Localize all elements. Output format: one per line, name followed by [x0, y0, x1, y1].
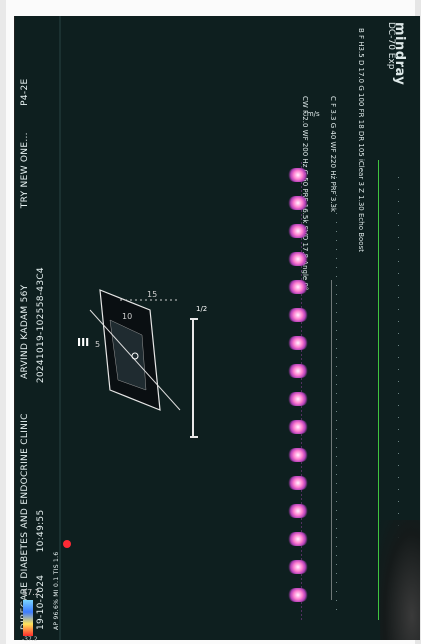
- header-rotated: DIBECARE DIABETES AND ENDOCRINE CLINIC A…: [17, 79, 65, 630]
- cw-param-2: WF 200 Hz: [301, 129, 309, 168]
- doppler-blip: [288, 476, 308, 490]
- c-param-2: G 40: [329, 122, 337, 140]
- spectrum-trace: [301, 160, 302, 620]
- dotted-guide-2: [398, 170, 399, 610]
- cw-param-6: Angle 0°: [301, 260, 309, 291]
- cw-param-5: SVD 17.8: [301, 225, 309, 259]
- mode-c-label: C: [329, 96, 337, 101]
- exam-id: 20241019-102558-43C4: [36, 267, 46, 384]
- probe-note: TRY NEW ONE...: [20, 132, 30, 209]
- c-param-1: F 3.3: [329, 103, 337, 121]
- b-param-5: DR 105: [357, 130, 365, 157]
- doppler-blip: [288, 280, 308, 294]
- patient-name: ARVIND KADAM 56Y: [20, 284, 30, 379]
- record-indicator-icon: [63, 540, 71, 548]
- c-param-3: WF 220 Hz: [329, 141, 337, 180]
- ecg-line: [331, 280, 332, 600]
- params-column: B F H3.5 D 17.0 G 100 FR 18 DR 105 iClea…: [356, 28, 365, 252]
- b-param-7: Z 1.30: [357, 188, 365, 211]
- depth-tick-10: 10: [122, 312, 133, 321]
- doppler-blip: [288, 532, 308, 546]
- exam-date: 19-10-2024: [36, 574, 46, 630]
- velocity-units: cm/s: [303, 110, 320, 118]
- doppler-blip: [288, 168, 308, 182]
- doppler-blip: [288, 224, 308, 238]
- header-row-3: AP 96.6% MI 0.1 TIS 1.6: [49, 79, 65, 631]
- doppler-baseline[interactable]: [378, 160, 379, 620]
- clinic-name: DIBECARE DIABETES AND ENDOCRINE CLINIC: [20, 413, 30, 630]
- doppler-blip: [288, 560, 308, 574]
- b-param-2: D 17.0: [357, 59, 365, 84]
- sample-gate[interactable]: [131, 352, 139, 360]
- header-divider: [59, 16, 61, 640]
- ultrasound-screen: [14, 16, 420, 640]
- cw-param-1: F 2.0: [301, 110, 309, 128]
- probe-model: P4-2E: [20, 78, 30, 106]
- doppler-blip: [288, 504, 308, 518]
- doppler-blip: [288, 420, 308, 434]
- sector-image: [109, 319, 147, 391]
- doppler-blip: [288, 448, 308, 462]
- menu-icon[interactable]: III: [77, 336, 90, 349]
- b-param-1: F H3.5: [357, 35, 365, 58]
- b-param-4: FR 18: [357, 108, 365, 129]
- exam-time: 10:49:55: [36, 509, 46, 553]
- caliper[interactable]: [190, 318, 198, 438]
- color-scale-bar: [23, 600, 33, 636]
- mode-b-label: B: [357, 28, 365, 33]
- doppler-cursor[interactable]: [89, 309, 181, 411]
- params-column-2: C F 3.3 G 40 WF 220 Hz PRF 3.3k: [328, 96, 337, 212]
- mode-cw-label: CW: [301, 96, 309, 108]
- caliper-end-bottom: [190, 436, 198, 438]
- depth-tick-15: 15: [147, 290, 158, 299]
- brand-logo: mindray: [392, 22, 407, 86]
- sector-thumbnail: [89, 289, 181, 411]
- doppler-blip: [288, 588, 308, 602]
- header-row-1: DIBECARE DIABETES AND ENDOCRINE CLINIC A…: [17, 79, 33, 630]
- dotted-guide: [336, 170, 337, 610]
- depth-tick-5: 5: [95, 340, 101, 349]
- doppler-blip: [288, 196, 308, 210]
- doppler-blip: [288, 252, 308, 266]
- b-param-8: Echo Boost: [357, 212, 365, 252]
- scale-top-label: 37.2: [22, 588, 40, 597]
- scale-bottom-label: -37.2: [22, 636, 38, 643]
- spectrum-column: [288, 160, 308, 620]
- caliper-label: 1/2: [196, 305, 208, 313]
- doppler-blip: [288, 392, 308, 406]
- doppler-blip: [288, 336, 308, 350]
- power-line: AP 96.6% MI 0.1 TIS 1.6: [53, 551, 60, 631]
- c-param-4: PRF 3.3k: [329, 181, 337, 213]
- header-row-2: 19-10-2024 10:49:55 20241019-102558-43C4: [33, 79, 49, 630]
- caliper-end-top: [190, 318, 198, 320]
- info-panel: mindray DC-70 Exp: [386, 22, 407, 86]
- b-param-3: G 100: [357, 85, 365, 107]
- doppler-blip: [288, 308, 308, 322]
- depth-scale: [120, 299, 180, 301]
- doppler-blip: [288, 364, 308, 378]
- b-param-6: iClear 3: [357, 158, 365, 186]
- noise-region: [380, 520, 420, 640]
